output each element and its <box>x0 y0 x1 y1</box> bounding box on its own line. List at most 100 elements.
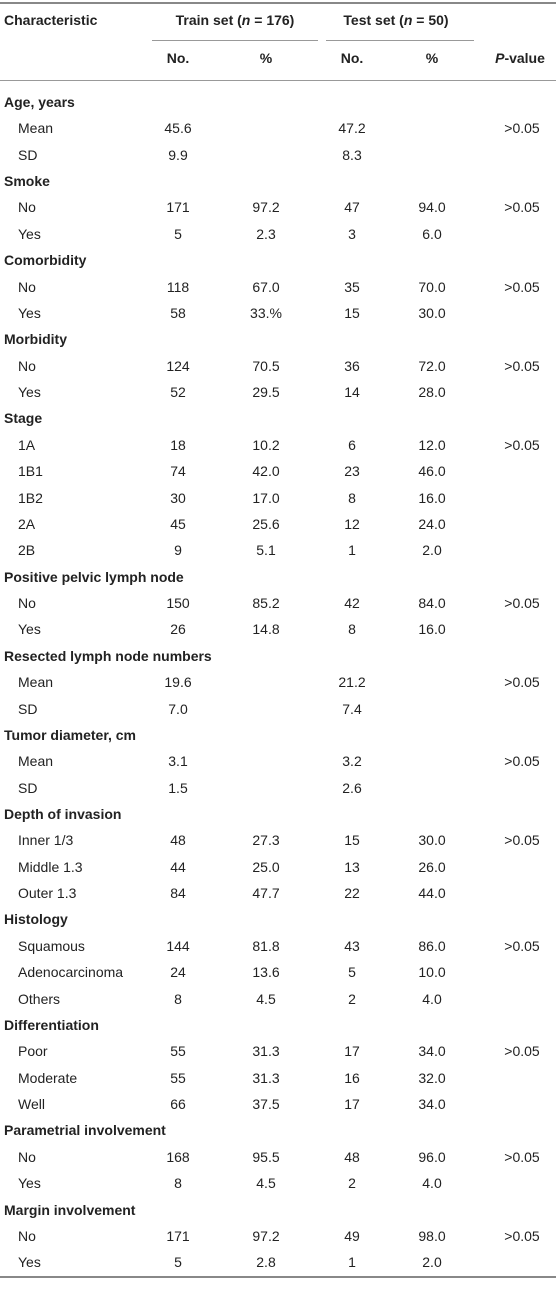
cell: 43 <box>344 937 360 954</box>
text: n <box>241 12 251 28</box>
cell: 27.3 <box>252 832 280 849</box>
p-value: >0.05 <box>504 278 540 295</box>
cell: 97.2 <box>252 1227 280 1244</box>
cell: 47.7 <box>252 885 280 902</box>
cell: 4.5 <box>256 1175 276 1192</box>
cell: 12 <box>344 515 360 532</box>
column-header: Train set (n = 176) <box>176 10 295 30</box>
cell: 29.5 <box>252 384 280 401</box>
text: Train set ( <box>175 12 242 28</box>
section-title: Smoke <box>4 173 50 190</box>
cell: 67.0 <box>252 278 280 295</box>
cell: 42.0 <box>252 463 280 480</box>
row-label: Squamous <box>18 937 85 954</box>
row-label: SD <box>18 146 38 163</box>
cell: 94.0 <box>418 199 446 216</box>
cell: 86.0 <box>418 937 446 954</box>
text: Test set ( <box>343 12 404 28</box>
cell: 31.3 <box>252 1043 280 1060</box>
cell: 8.3 <box>342 146 362 163</box>
cell: 47 <box>344 199 360 216</box>
cell: 168 <box>166 1148 190 1165</box>
cell: 2.0 <box>422 542 442 559</box>
cell: 48 <box>170 832 186 849</box>
p-value: >0.05 <box>504 1227 540 1244</box>
cell: 47.2 <box>338 120 366 137</box>
row-label: No <box>18 1148 36 1165</box>
cell: 44 <box>170 858 186 875</box>
row-label: 1B2 <box>18 489 43 506</box>
cell: 97.2 <box>252 199 280 216</box>
section-title: Depth of invasion <box>4 805 122 822</box>
cell: 45 <box>170 515 186 532</box>
cell: 37.5 <box>252 1096 280 1113</box>
cell: 4.0 <box>422 1175 442 1192</box>
row-label: 1A <box>18 436 36 453</box>
cell: 35 <box>344 278 360 295</box>
text: = 50) <box>412 12 449 28</box>
cell: 7.4 <box>342 700 362 717</box>
column-header: % <box>425 50 439 66</box>
cell: 28.0 <box>418 384 446 401</box>
p-value: >0.05 <box>504 832 540 849</box>
cell: 72.0 <box>418 357 446 374</box>
cell: 1 <box>348 1254 356 1271</box>
cell: 34.0 <box>418 1043 446 1060</box>
cell: 22 <box>344 885 360 902</box>
row-label: Yes <box>18 304 41 321</box>
cell: 85.2 <box>252 595 280 612</box>
row-label: No <box>18 595 36 612</box>
cell: 6.0 <box>422 225 442 242</box>
section-title: Positive pelvic lymph node <box>4 568 184 585</box>
cell: 1 <box>348 542 356 559</box>
section-title: Tumor diameter, cm <box>4 726 137 743</box>
p-value: >0.05 <box>504 937 540 954</box>
cell: 42 <box>344 595 360 612</box>
cell: 5 <box>174 225 182 242</box>
cell: 70.0 <box>418 278 446 295</box>
cell: 34.0 <box>418 1096 446 1113</box>
p-value: >0.05 <box>504 1043 540 1060</box>
cell: 70.5 <box>252 357 280 374</box>
cell: 24.0 <box>418 515 446 532</box>
cell: 84 <box>170 885 186 902</box>
cell: 33.% <box>250 304 282 321</box>
rule <box>0 80 556 81</box>
row-label: Inner 1/3 <box>18 832 74 849</box>
text: n <box>403 12 413 28</box>
p-value: >0.05 <box>504 753 540 770</box>
cell: 8 <box>174 990 182 1007</box>
rule <box>0 1276 556 1278</box>
cell: 3.1 <box>168 753 188 770</box>
cell: 2.0 <box>422 1254 442 1271</box>
cell: 49 <box>344 1227 360 1244</box>
p-value: >0.05 <box>504 1148 540 1165</box>
cell: 98.0 <box>418 1227 446 1244</box>
cell: 25.0 <box>252 858 280 875</box>
cell: 96.0 <box>418 1148 446 1165</box>
p-value: >0.05 <box>504 674 540 691</box>
p-value: >0.05 <box>504 120 540 137</box>
cell: 31.3 <box>252 1069 280 1086</box>
cell: 8 <box>348 621 356 638</box>
rule <box>152 40 318 41</box>
row-label: 2A <box>18 515 36 532</box>
text: = 176) <box>250 12 295 28</box>
cell: 48 <box>344 1148 360 1165</box>
cell: 17 <box>344 1043 360 1060</box>
cell: 6 <box>348 436 356 453</box>
column-header: Test set (n = 50) <box>343 10 448 30</box>
text: P <box>495 50 505 66</box>
row-label: No <box>18 199 36 216</box>
cell: 3 <box>348 225 356 242</box>
cell: 2.3 <box>256 225 276 242</box>
cell: 13 <box>344 858 360 875</box>
rule <box>0 2 556 4</box>
cell: 17.0 <box>252 489 280 506</box>
cell: 2.6 <box>342 779 362 796</box>
cell: 15 <box>344 832 360 849</box>
cell: 3.2 <box>342 753 362 770</box>
p-value: >0.05 <box>504 199 540 216</box>
cell: 55 <box>170 1043 186 1060</box>
section-title: Comorbidity <box>4 252 87 269</box>
